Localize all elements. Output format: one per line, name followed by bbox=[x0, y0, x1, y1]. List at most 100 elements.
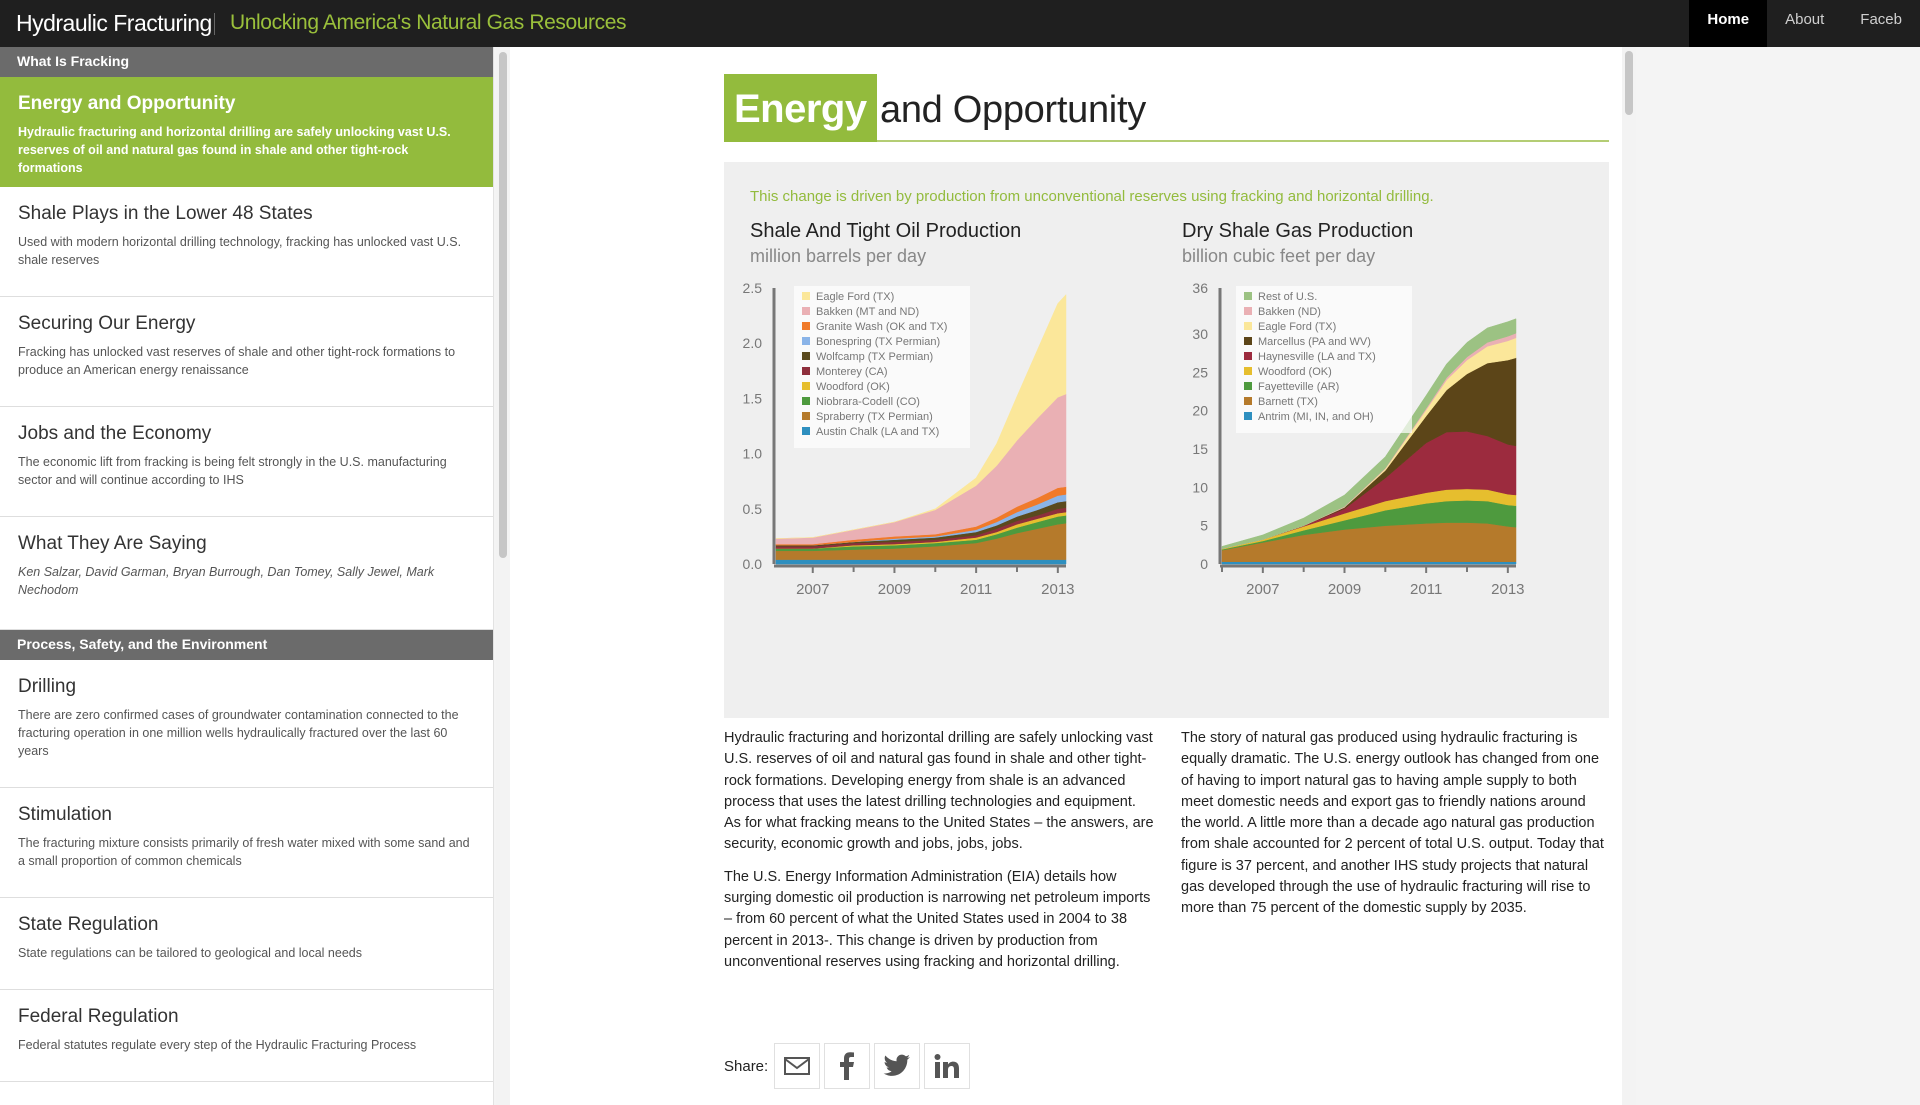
sidebar-section-header: What Is Fracking bbox=[0, 47, 493, 77]
nav-facebook[interactable]: Faceb bbox=[1860, 11, 1902, 28]
area-series bbox=[1221, 318, 1517, 550]
sidebar-section-header: Process, Safety, and the Environment bbox=[0, 630, 493, 660]
sidebar-item-desc: Federal statutes regulate every step of … bbox=[18, 1038, 417, 1052]
page-title: Energy and Opportunity bbox=[724, 74, 1609, 142]
legend-swatch bbox=[802, 397, 810, 405]
sidebar-item-stimulation[interactable]: Stimulation The fracturing mixture consi… bbox=[0, 788, 493, 898]
sidebar-item-title: What They Are Saying bbox=[18, 533, 207, 554]
site-brand[interactable]: Hydraulic Fracturing bbox=[16, 10, 212, 36]
gas-chart-title: Dry Shale Gas Production bbox=[1182, 220, 1414, 242]
sidebar-item-what-they-are-saying[interactable]: What They Are Saying Ken Salzar, David G… bbox=[0, 517, 493, 630]
share-facebook-button[interactable] bbox=[824, 1043, 871, 1089]
body-paragraph: The U.S. Energy Information Administrati… bbox=[724, 868, 1151, 970]
share-twitter-button[interactable] bbox=[874, 1043, 921, 1089]
oil-chart-unit: million barrels per day bbox=[750, 246, 927, 266]
legend-label: Antrim (MI, IN, and OH) bbox=[1258, 411, 1374, 423]
sidebar-item-title: Drilling bbox=[18, 676, 77, 697]
area-series bbox=[1221, 561, 1517, 565]
sidebar-item-energy-and-opportunity[interactable]: Energy and Opportunity Hydraulic fractur… bbox=[0, 77, 493, 187]
sidebar-item-desc: Ken Salzar, David Garman, Bryan Burrough… bbox=[18, 565, 435, 597]
gas-chart-unit: billion cubic feet per day bbox=[1182, 246, 1376, 266]
nav-about[interactable]: About bbox=[1785, 11, 1825, 28]
page-title-highlight: Energy bbox=[724, 74, 877, 142]
sidebar-scroll-thumb[interactable] bbox=[499, 52, 507, 558]
sidebar-item-desc: The economic lift from fracking is being… bbox=[18, 455, 447, 487]
legend-label: Woodford (OK) bbox=[816, 381, 890, 393]
legend-swatch bbox=[802, 292, 810, 300]
sidebar-item-desc: The fracturing mixture consists primaril… bbox=[18, 836, 470, 868]
site-tagline: Unlocking America's Natural Gas Resource… bbox=[230, 11, 627, 34]
legend-label: Granite Wash (OK and TX) bbox=[816, 321, 947, 333]
oil-production-chart: 0.0 0.5 1.0 1.5 2.0 2.5 2007 2009 2011 2013 Eagle … bbox=[743, 280, 1075, 598]
main-scrollbar[interactable] bbox=[1622, 47, 1636, 1105]
sidebar-item-title: Shale Plays in the Lower 48 States bbox=[18, 203, 313, 224]
legend-swatch bbox=[802, 307, 810, 315]
legend-box bbox=[794, 286, 970, 448]
y-tick-label: 36 bbox=[1192, 280, 1208, 296]
legend-label: Niobrara-Codell (CO) bbox=[816, 396, 920, 408]
x-tick-label: 2009 bbox=[878, 581, 911, 598]
share-linkedin-button[interactable] bbox=[924, 1043, 971, 1089]
y-tick-label: 0 bbox=[1200, 556, 1208, 572]
oil-chart-title: Shale And Tight Oil Production bbox=[750, 220, 1022, 242]
legend-swatch bbox=[1244, 397, 1252, 405]
y-tick-label: 0.5 bbox=[743, 501, 763, 517]
body-right-column: The story of natural gas produced using … bbox=[1181, 728, 1609, 931]
y-tick-label: 1.0 bbox=[743, 446, 763, 462]
legend-label: Haynesville (LA and TX) bbox=[1258, 351, 1376, 363]
sidebar-item-drilling[interactable]: Drilling There are zero confirmed cases … bbox=[0, 660, 493, 788]
nav-home[interactable]: Home bbox=[1689, 0, 1768, 47]
gas-production-chart: 0 5 10 15 20 25 30 36 2007 2009 2011 2013 Rest of U.… bbox=[1192, 280, 1524, 598]
share-email-button[interactable] bbox=[774, 1043, 821, 1089]
sidebar-item-title: Stimulation bbox=[18, 804, 112, 825]
sidebar-scrollbar[interactable] bbox=[496, 47, 510, 1105]
sidebar-item-title: Securing Our Energy bbox=[18, 313, 196, 334]
y-tick-label: 10 bbox=[1192, 479, 1208, 495]
body-paragraph: Hydraulic fracturing and horizontal dril… bbox=[724, 730, 1154, 853]
legend-label: Woodford (OK) bbox=[1258, 366, 1332, 378]
legend-swatch bbox=[1244, 367, 1252, 375]
legend-swatch bbox=[802, 412, 810, 420]
sidebar-item-state-regulation[interactable]: State Regulation State regulations can b… bbox=[0, 898, 493, 990]
x-tick-label: 2011 bbox=[960, 581, 992, 598]
x-tick-label: 2009 bbox=[1328, 581, 1361, 598]
sidebar-item-title: Federal Regulation bbox=[18, 1006, 179, 1027]
x-tick-label: 2013 bbox=[1491, 581, 1524, 598]
legend-swatch bbox=[802, 427, 810, 435]
y-tick-label: 0.0 bbox=[743, 556, 763, 572]
main-scroll-thumb[interactable] bbox=[1625, 51, 1633, 115]
legend-label: Austin Chalk (LA and TX) bbox=[816, 426, 939, 438]
sidebar: What Is Fracking Energy and Opportunity … bbox=[0, 47, 494, 1105]
legend-label: Eagle Ford (TX) bbox=[816, 291, 894, 303]
sidebar-item-securing-our-energy[interactable]: Securing Our Energy Fracking has unlocke… bbox=[0, 297, 493, 407]
sidebar-item-shale-plays[interactable]: Shale Plays in the Lower 48 States Used … bbox=[0, 187, 493, 297]
sidebar-item-federal-regulation[interactable]: Federal Regulation Federal statutes regu… bbox=[0, 990, 493, 1082]
sidebar-item-desc: Used with modern horizontal drilling tec… bbox=[18, 235, 462, 267]
legend-swatch bbox=[1244, 322, 1252, 330]
sidebar-item-title: Jobs and the Economy bbox=[18, 423, 212, 444]
legend-swatch bbox=[1244, 307, 1252, 315]
legend-swatch bbox=[1244, 292, 1252, 300]
x-tick-label: 2007 bbox=[796, 581, 829, 598]
legend-label: Wolfcamp (TX Permian) bbox=[816, 351, 933, 363]
x-tick-label: 2011 bbox=[1410, 581, 1442, 598]
sidebar-item-desc: State regulations can be tailored to geo… bbox=[18, 946, 362, 960]
x-tick-label: 2007 bbox=[1246, 581, 1279, 598]
sidebar-item-title: State Regulation bbox=[18, 914, 159, 935]
legend-swatch bbox=[1244, 412, 1252, 420]
top-nav: Home About Faceb bbox=[1689, 0, 1920, 47]
page-title-rest: and Opportunity bbox=[880, 89, 1146, 131]
legend-label: Monterey (CA) bbox=[816, 366, 888, 378]
brand-separator bbox=[214, 13, 215, 35]
sidebar-item-title: Energy and Opportunity bbox=[18, 93, 236, 114]
x-tick-label: 2013 bbox=[1041, 581, 1074, 598]
share-label: Share: bbox=[724, 1057, 769, 1075]
legend-swatch bbox=[802, 337, 810, 345]
area-series bbox=[775, 559, 1067, 565]
y-tick-label: 2.0 bbox=[743, 335, 763, 351]
legend-label: Eagle Ford (TX) bbox=[1258, 321, 1336, 333]
legend-swatch bbox=[802, 367, 810, 375]
legend-label: Bonespring (TX Permian) bbox=[816, 336, 940, 348]
sidebar-item-jobs-and-economy[interactable]: Jobs and the Economy The economic lift f… bbox=[0, 407, 493, 517]
legend-swatch bbox=[1244, 352, 1252, 360]
